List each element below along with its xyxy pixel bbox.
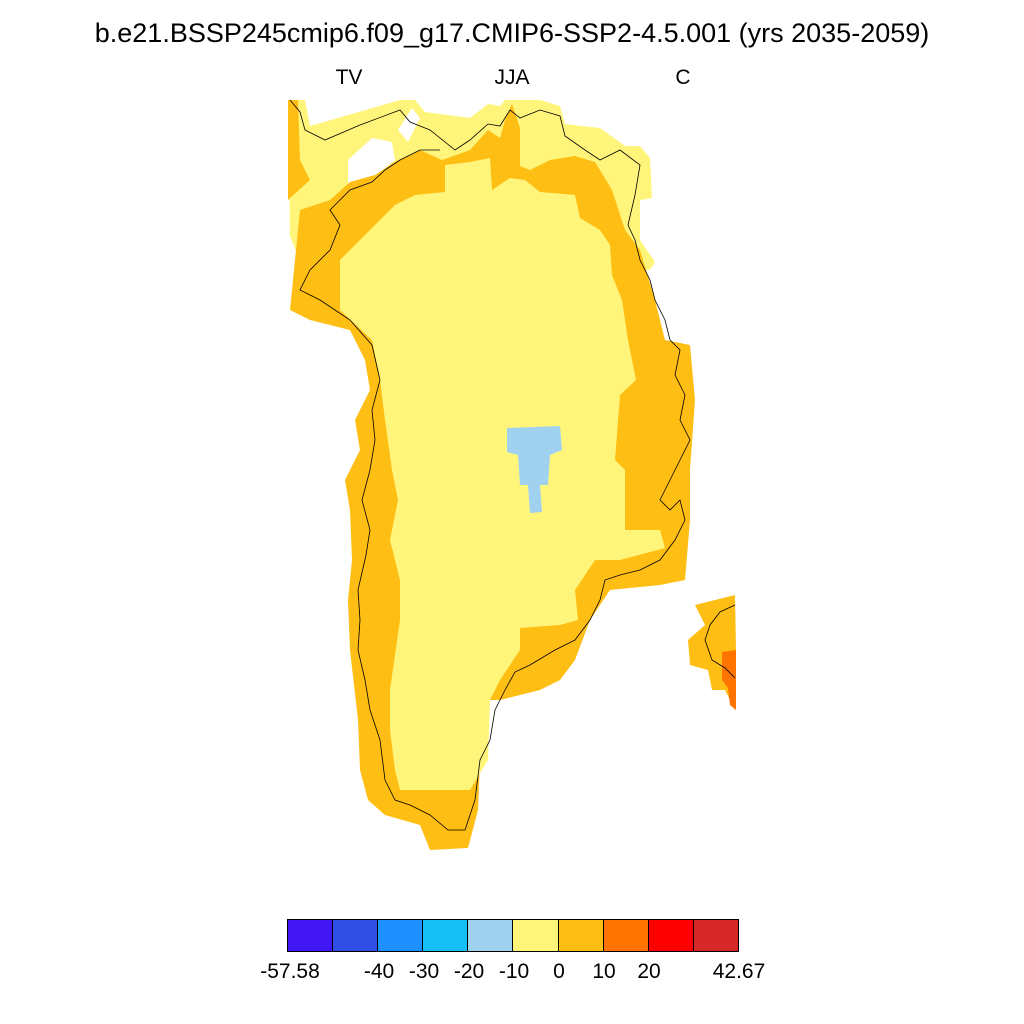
- subtitle-left: TV: [335, 66, 363, 89]
- field-light-yellow-interior: [340, 158, 665, 790]
- coastline: [289, 99, 691, 831]
- field-gap: [348, 138, 395, 186]
- colorbar-label: 42.67: [712, 960, 766, 983]
- colorbar-label: -10: [498, 960, 530, 983]
- colorbar-swatch: [603, 920, 649, 951]
- colorbar-swatch: [693, 920, 738, 951]
- colorbar-swatch: [423, 920, 469, 951]
- field-orange-margin: [288, 100, 310, 200]
- colorbar-label: 0: [553, 960, 565, 983]
- coastline-island: [704, 604, 736, 679]
- colorbar: [287, 919, 739, 952]
- colorbar-swatch: [288, 920, 334, 951]
- field-gap: [398, 108, 420, 142]
- colorbar-swatch: [378, 920, 424, 951]
- colorbar-swatch: [333, 920, 379, 951]
- map-title: b.e21.BSSP245cmip6.f09_g17.CMIP6-SSP2-4.…: [94, 18, 930, 48]
- colorbar-label: -57.58: [260, 960, 320, 983]
- colorbar-label: -20: [453, 960, 485, 983]
- field-darkorange-island: [722, 650, 736, 710]
- colorbar-label: -30: [408, 960, 440, 983]
- colorbar-swatch: [468, 920, 514, 951]
- field-blue-anomaly: [507, 426, 562, 513]
- colorbar-swatch: [558, 920, 604, 951]
- colorbar-label: 20: [637, 960, 661, 983]
- colorbar-label: 10: [592, 960, 616, 983]
- subtitle-right: C: [675, 66, 691, 89]
- subtitle-center: JJA: [494, 66, 530, 89]
- colorbar-label: -40: [363, 960, 395, 983]
- colorbar-swatch: [513, 920, 559, 951]
- colorbar-swatch: [648, 920, 694, 951]
